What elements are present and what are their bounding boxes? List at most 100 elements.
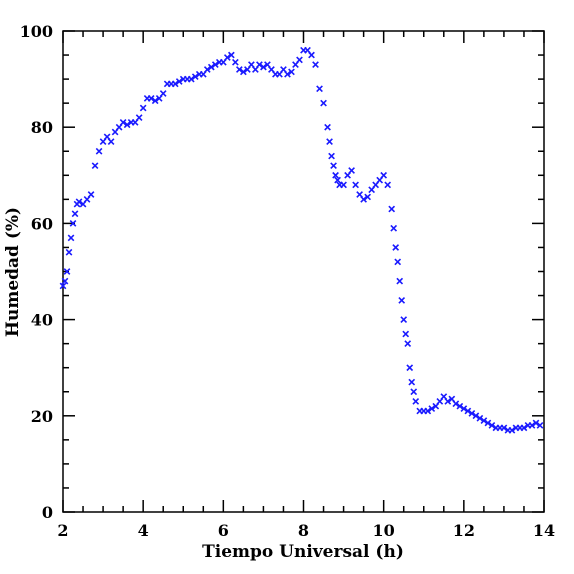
data-point: [119, 119, 127, 126]
axis-ticks: [62, 30, 545, 513]
data-point: [398, 296, 406, 304]
data-point: [340, 181, 347, 189]
x-axis-title: Tiempo Universal (h): [202, 542, 404, 562]
data-point: [520, 424, 528, 432]
data-point: [123, 121, 131, 129]
data-point: [410, 388, 418, 396]
data-point: [528, 422, 536, 429]
data-point: [75, 198, 83, 206]
y-tick-label: 100: [20, 22, 53, 41]
data-point: [316, 85, 323, 93]
data-point: [500, 424, 508, 432]
data-point: [464, 407, 472, 415]
data-point: [404, 340, 412, 348]
data-point: [406, 364, 414, 372]
data-point: [334, 176, 341, 184]
x-tick-label: 10: [373, 521, 395, 540]
data-point: [508, 426, 516, 434]
x-tick-label: 2: [57, 521, 68, 540]
data-point: [63, 268, 71, 275]
data-point: [332, 171, 339, 179]
data-point: [207, 63, 215, 71]
data-point: [330, 162, 337, 170]
data-point: [428, 405, 436, 412]
data-point: [240, 68, 247, 76]
data-point: [472, 412, 480, 420]
x-tick-label: 4: [138, 521, 149, 540]
y-tick-label: 40: [31, 311, 53, 330]
data-point: [95, 147, 103, 155]
data-point: [227, 51, 235, 59]
data-point: [402, 330, 410, 338]
y-tick-label: 20: [31, 407, 53, 426]
data-point: [308, 51, 315, 59]
data-point: [488, 422, 496, 429]
data-point: [384, 181, 392, 189]
data-point: [296, 56, 303, 64]
data-point: [390, 224, 398, 232]
data-point: [175, 78, 183, 85]
data-point: [468, 410, 476, 417]
data-point: [91, 162, 99, 170]
data-point: [288, 68, 295, 76]
data-point: [326, 138, 333, 145]
data-point: [65, 248, 73, 256]
plot-border: [62, 30, 545, 513]
y-tick-label: 60: [31, 214, 53, 233]
data-point: [284, 70, 291, 78]
data-point: [231, 58, 239, 66]
data-point: [71, 210, 79, 218]
data-point: [480, 417, 488, 424]
data-point: [408, 378, 416, 386]
data-point: [394, 258, 402, 266]
data-markers: [59, 46, 544, 434]
data-point: [396, 277, 404, 285]
data-point: [320, 99, 327, 107]
y-tick-label: 0: [42, 503, 53, 522]
data-point: [67, 234, 75, 242]
data-point: [460, 405, 468, 412]
data-point: [324, 123, 331, 131]
data-point: [236, 66, 243, 73]
data-point: [476, 414, 484, 422]
data-point: [171, 80, 179, 88]
data-point: [256, 61, 263, 69]
data-point: [444, 398, 452, 405]
data-point: [135, 114, 143, 121]
y-tick-label: 80: [31, 118, 53, 137]
plot-frame: [62, 30, 545, 513]
data-point: [187, 75, 195, 83]
data-point: [380, 171, 388, 179]
data-point: [59, 282, 67, 290]
data-point: [312, 61, 319, 69]
x-tick-label: 12: [453, 521, 475, 540]
data-point: [61, 277, 69, 285]
x-tick-label: 8: [298, 521, 309, 540]
data-point: [452, 400, 460, 408]
data-point: [456, 402, 464, 410]
x-tick-label: 6: [218, 521, 229, 540]
data-point: [203, 66, 211, 73]
data-point: [352, 181, 359, 189]
data-point: [412, 398, 420, 405]
data-point: [69, 220, 77, 227]
data-point: [364, 193, 371, 201]
data-point: [392, 244, 400, 251]
data-point: [147, 94, 155, 102]
x-tick-label: 14: [533, 521, 555, 540]
data-point: [400, 316, 408, 323]
data-point: [223, 54, 231, 61]
data-point: [328, 152, 335, 160]
data-point: [532, 419, 540, 427]
data-point: [159, 90, 167, 97]
data-point: [107, 138, 115, 145]
data-point: [388, 205, 396, 213]
data-point: [360, 195, 367, 203]
y-axis-title: Humedad (%): [3, 207, 23, 337]
data-point: [260, 63, 267, 71]
data-point: [211, 61, 219, 69]
data-point: [424, 407, 432, 415]
data-point: [87, 191, 95, 198]
data-point: [484, 419, 492, 427]
